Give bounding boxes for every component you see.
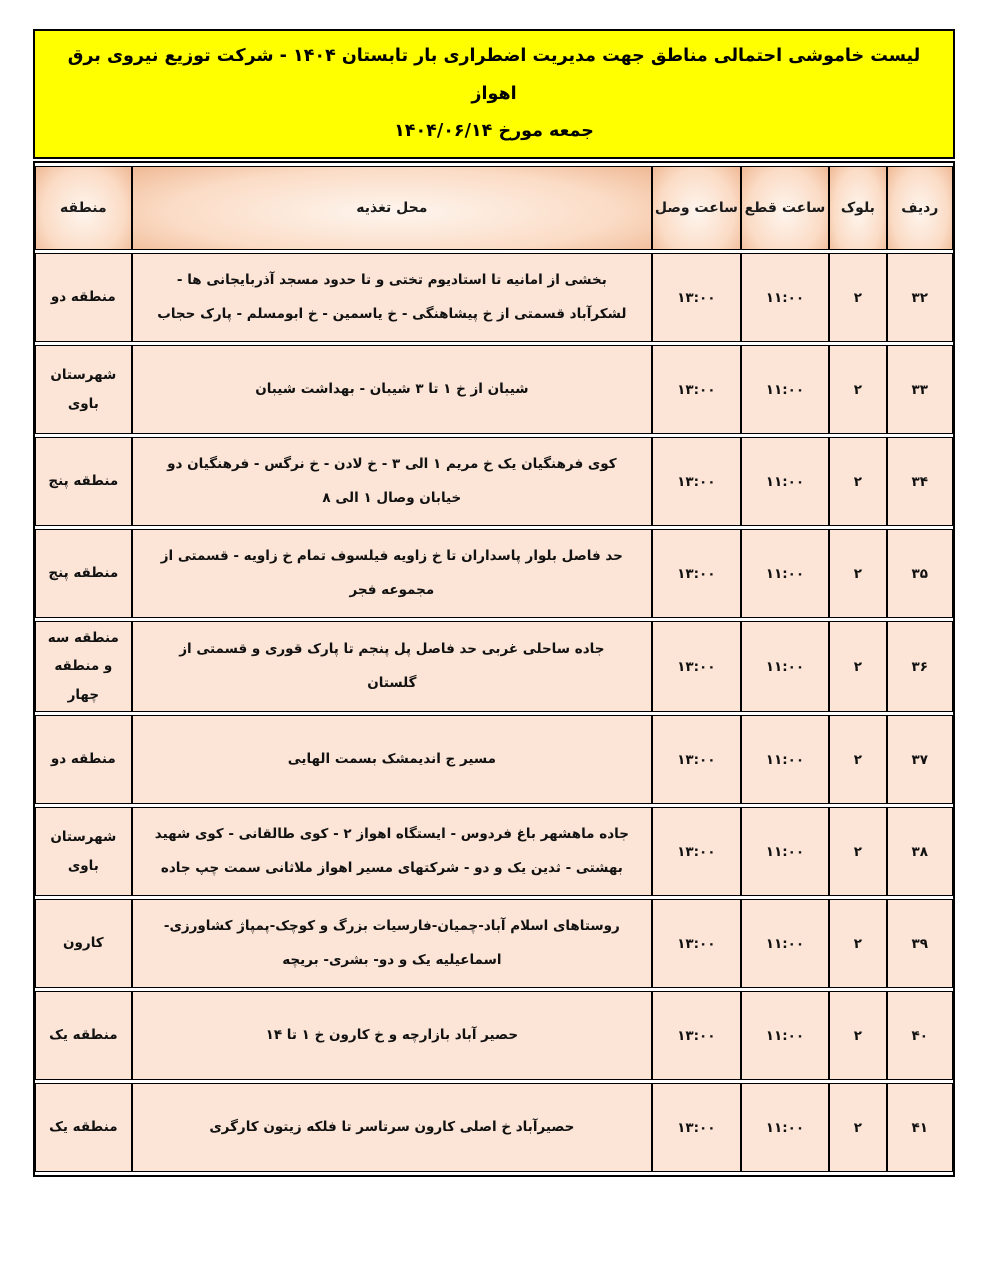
cell-block: ۲ bbox=[829, 715, 887, 805]
cell-reconnect-time: ۱۳:۰۰ bbox=[652, 1083, 741, 1173]
cell-cut-time: ۱۱:۰۰ bbox=[740, 621, 830, 713]
table-row: ۳۷ ۲ ۱۱:۰۰ ۱۳:۰۰ مسیر ج اندیمشک بسمت اله… bbox=[35, 715, 953, 805]
cell-reconnect-time: ۱۳:۰۰ bbox=[652, 529, 741, 618]
cell-row-no: ۳۴ bbox=[886, 437, 953, 526]
col-header-location: محل تغذیه bbox=[131, 166, 653, 250]
cell-cut-time: ۱۱:۰۰ bbox=[740, 715, 830, 805]
cell-row-no: ۳۷ bbox=[886, 715, 953, 805]
cell-region: شهرستان باوی bbox=[35, 345, 132, 434]
table-row: ۳۶ ۲ ۱۱:۰۰ ۱۳:۰۰ جاده ساحلی غربی حد فاصل… bbox=[35, 621, 953, 713]
cell-row-no: ۴۰ bbox=[886, 991, 953, 1081]
cell-reconnect-time: ۱۳:۰۰ bbox=[652, 437, 741, 526]
cell-region: منطقه پنج bbox=[35, 437, 132, 526]
cell-block: ۲ bbox=[829, 529, 887, 618]
cell-block: ۲ bbox=[829, 621, 887, 713]
cell-cut-time: ۱۱:۰۰ bbox=[740, 807, 830, 897]
cell-reconnect-time: ۱۳:۰۰ bbox=[652, 621, 741, 713]
cell-region: منطقه دو bbox=[35, 253, 132, 342]
cell-cut-time: ۱۱:۰۰ bbox=[740, 345, 830, 434]
cell-region: شهرستان باوی bbox=[35, 807, 132, 897]
table-row: ۴۱ ۲ ۱۱:۰۰ ۱۳:۰۰ حصیرآباد خ اصلی کارون س… bbox=[35, 1083, 953, 1173]
cell-location: حصیر آباد بازارچه و خ کارون خ ۱ تا ۱۴ bbox=[131, 991, 653, 1081]
cell-row-no: ۳۵ bbox=[886, 529, 953, 618]
cell-location: روستاهای اسلام آباد-چمیان-فارسیات بزرگ و… bbox=[131, 899, 653, 989]
cell-block: ۲ bbox=[829, 899, 887, 989]
col-header-reconnect-time: ساعت وصل bbox=[652, 166, 741, 250]
cell-location: حد فاصل بلوار پاسداران تا خ زاویه فیلسوف… bbox=[131, 529, 653, 618]
cell-reconnect-time: ۱۳:۰۰ bbox=[652, 807, 741, 897]
cell-location: شیبان از خ ۱ تا ۳ شیبان - بهداشت شیبان bbox=[131, 345, 653, 434]
cell-reconnect-time: ۱۳:۰۰ bbox=[652, 345, 741, 434]
cell-row-no: ۳۹ bbox=[886, 899, 953, 989]
cell-reconnect-time: ۱۳:۰۰ bbox=[652, 991, 741, 1081]
table-row: ۳۴ ۲ ۱۱:۰۰ ۱۳:۰۰ کوی فرهنگیان یک خ مریم … bbox=[35, 437, 953, 526]
cell-location: بخشی از امانیه تا استادیوم تختی و تا حدو… bbox=[131, 253, 653, 342]
cell-reconnect-time: ۱۳:۰۰ bbox=[652, 715, 741, 805]
col-header-row-no: ردیف bbox=[886, 166, 953, 250]
cell-cut-time: ۱۱:۰۰ bbox=[740, 991, 830, 1081]
cell-cut-time: ۱۱:۰۰ bbox=[740, 1083, 830, 1173]
col-header-cut-time: ساعت قطع bbox=[740, 166, 830, 250]
cell-block: ۲ bbox=[829, 253, 887, 342]
cell-block: ۲ bbox=[829, 807, 887, 897]
document-date: جمعه مورخ ۱۴۰۴/۰۶/۱۴ bbox=[394, 121, 594, 141]
table-row: ۳۸ ۲ ۱۱:۰۰ ۱۳:۰۰ جاده ماهشهر باغ فردوس -… bbox=[35, 807, 953, 897]
cell-block: ۲ bbox=[829, 1083, 887, 1173]
cell-reconnect-time: ۱۳:۰۰ bbox=[652, 253, 741, 342]
cell-row-no: ۳۲ bbox=[886, 253, 953, 342]
table-row: ۳۵ ۲ ۱۱:۰۰ ۱۳:۰۰ حد فاصل بلوار پاسداران … bbox=[35, 529, 953, 618]
table-row: ۳۹ ۲ ۱۱:۰۰ ۱۳:۰۰ روستاهای اسلام آباد-چمی… bbox=[35, 899, 953, 989]
cell-location: کوی فرهنگیان یک خ مریم ۱ الی ۳ - خ لادن … bbox=[131, 437, 653, 526]
cell-location: جاده ساحلی غربی حد فاصل پل پنجم تا پارک … bbox=[131, 621, 653, 713]
cell-region: منطقه یک bbox=[35, 1083, 132, 1173]
cell-row-no: ۳۳ bbox=[886, 345, 953, 434]
cell-cut-time: ۱۱:۰۰ bbox=[740, 899, 830, 989]
cell-cut-time: ۱۱:۰۰ bbox=[740, 529, 830, 618]
cell-cut-time: ۱۱:۰۰ bbox=[740, 437, 830, 526]
cell-location: جاده ماهشهر باغ فردوس - ایستگاه اهواز ۲ … bbox=[131, 807, 653, 897]
table-row: ۴۰ ۲ ۱۱:۰۰ ۱۳:۰۰ حصیر آباد بازارچه و خ ک… bbox=[35, 991, 953, 1081]
col-header-block: بلوک bbox=[829, 166, 887, 250]
table-row: ۳۲ ۲ ۱۱:۰۰ ۱۳:۰۰ بخشی از امانیه تا استاد… bbox=[35, 253, 953, 342]
cell-region: منطقه دو bbox=[35, 715, 132, 805]
cell-row-no: ۳۸ bbox=[886, 807, 953, 897]
cell-region: منطقه یک bbox=[35, 991, 132, 1081]
cell-reconnect-time: ۱۳:۰۰ bbox=[652, 899, 741, 989]
cell-region: کارون bbox=[35, 899, 132, 989]
cell-row-no: ۳۶ bbox=[886, 621, 953, 713]
cell-block: ۲ bbox=[829, 991, 887, 1081]
document-title: لیست خاموشی احتمالی مناطق جهت مدیریت اضط… bbox=[67, 46, 921, 104]
cell-block: ۲ bbox=[829, 437, 887, 526]
cell-region: منطقه پنج bbox=[35, 529, 132, 618]
cell-region: منطقه سه و منطقه چهار bbox=[35, 621, 132, 713]
col-header-region: منطقه bbox=[35, 166, 132, 250]
cell-row-no: ۴۱ bbox=[886, 1083, 953, 1173]
header-row: ردیف بلوک ساعت قطع ساعت وصل محل تغذیه من… bbox=[35, 166, 953, 250]
table-row: ۳۳ ۲ ۱۱:۰۰ ۱۳:۰۰ شیبان از خ ۱ تا ۳ شیبان… bbox=[35, 345, 953, 434]
cell-location: مسیر ج اندیمشک بسمت الهایی bbox=[131, 715, 653, 805]
outage-schedule-table: ردیف بلوک ساعت قطع ساعت وصل محل تغذیه من… bbox=[33, 161, 955, 1178]
cell-cut-time: ۱۱:۰۰ bbox=[740, 253, 830, 342]
cell-location: حصیرآباد خ اصلی کارون سرتاسر تا فلکه زیت… bbox=[131, 1083, 653, 1173]
title-banner: لیست خاموشی احتمالی مناطق جهت مدیریت اضط… bbox=[33, 29, 955, 159]
cell-block: ۲ bbox=[829, 345, 887, 434]
